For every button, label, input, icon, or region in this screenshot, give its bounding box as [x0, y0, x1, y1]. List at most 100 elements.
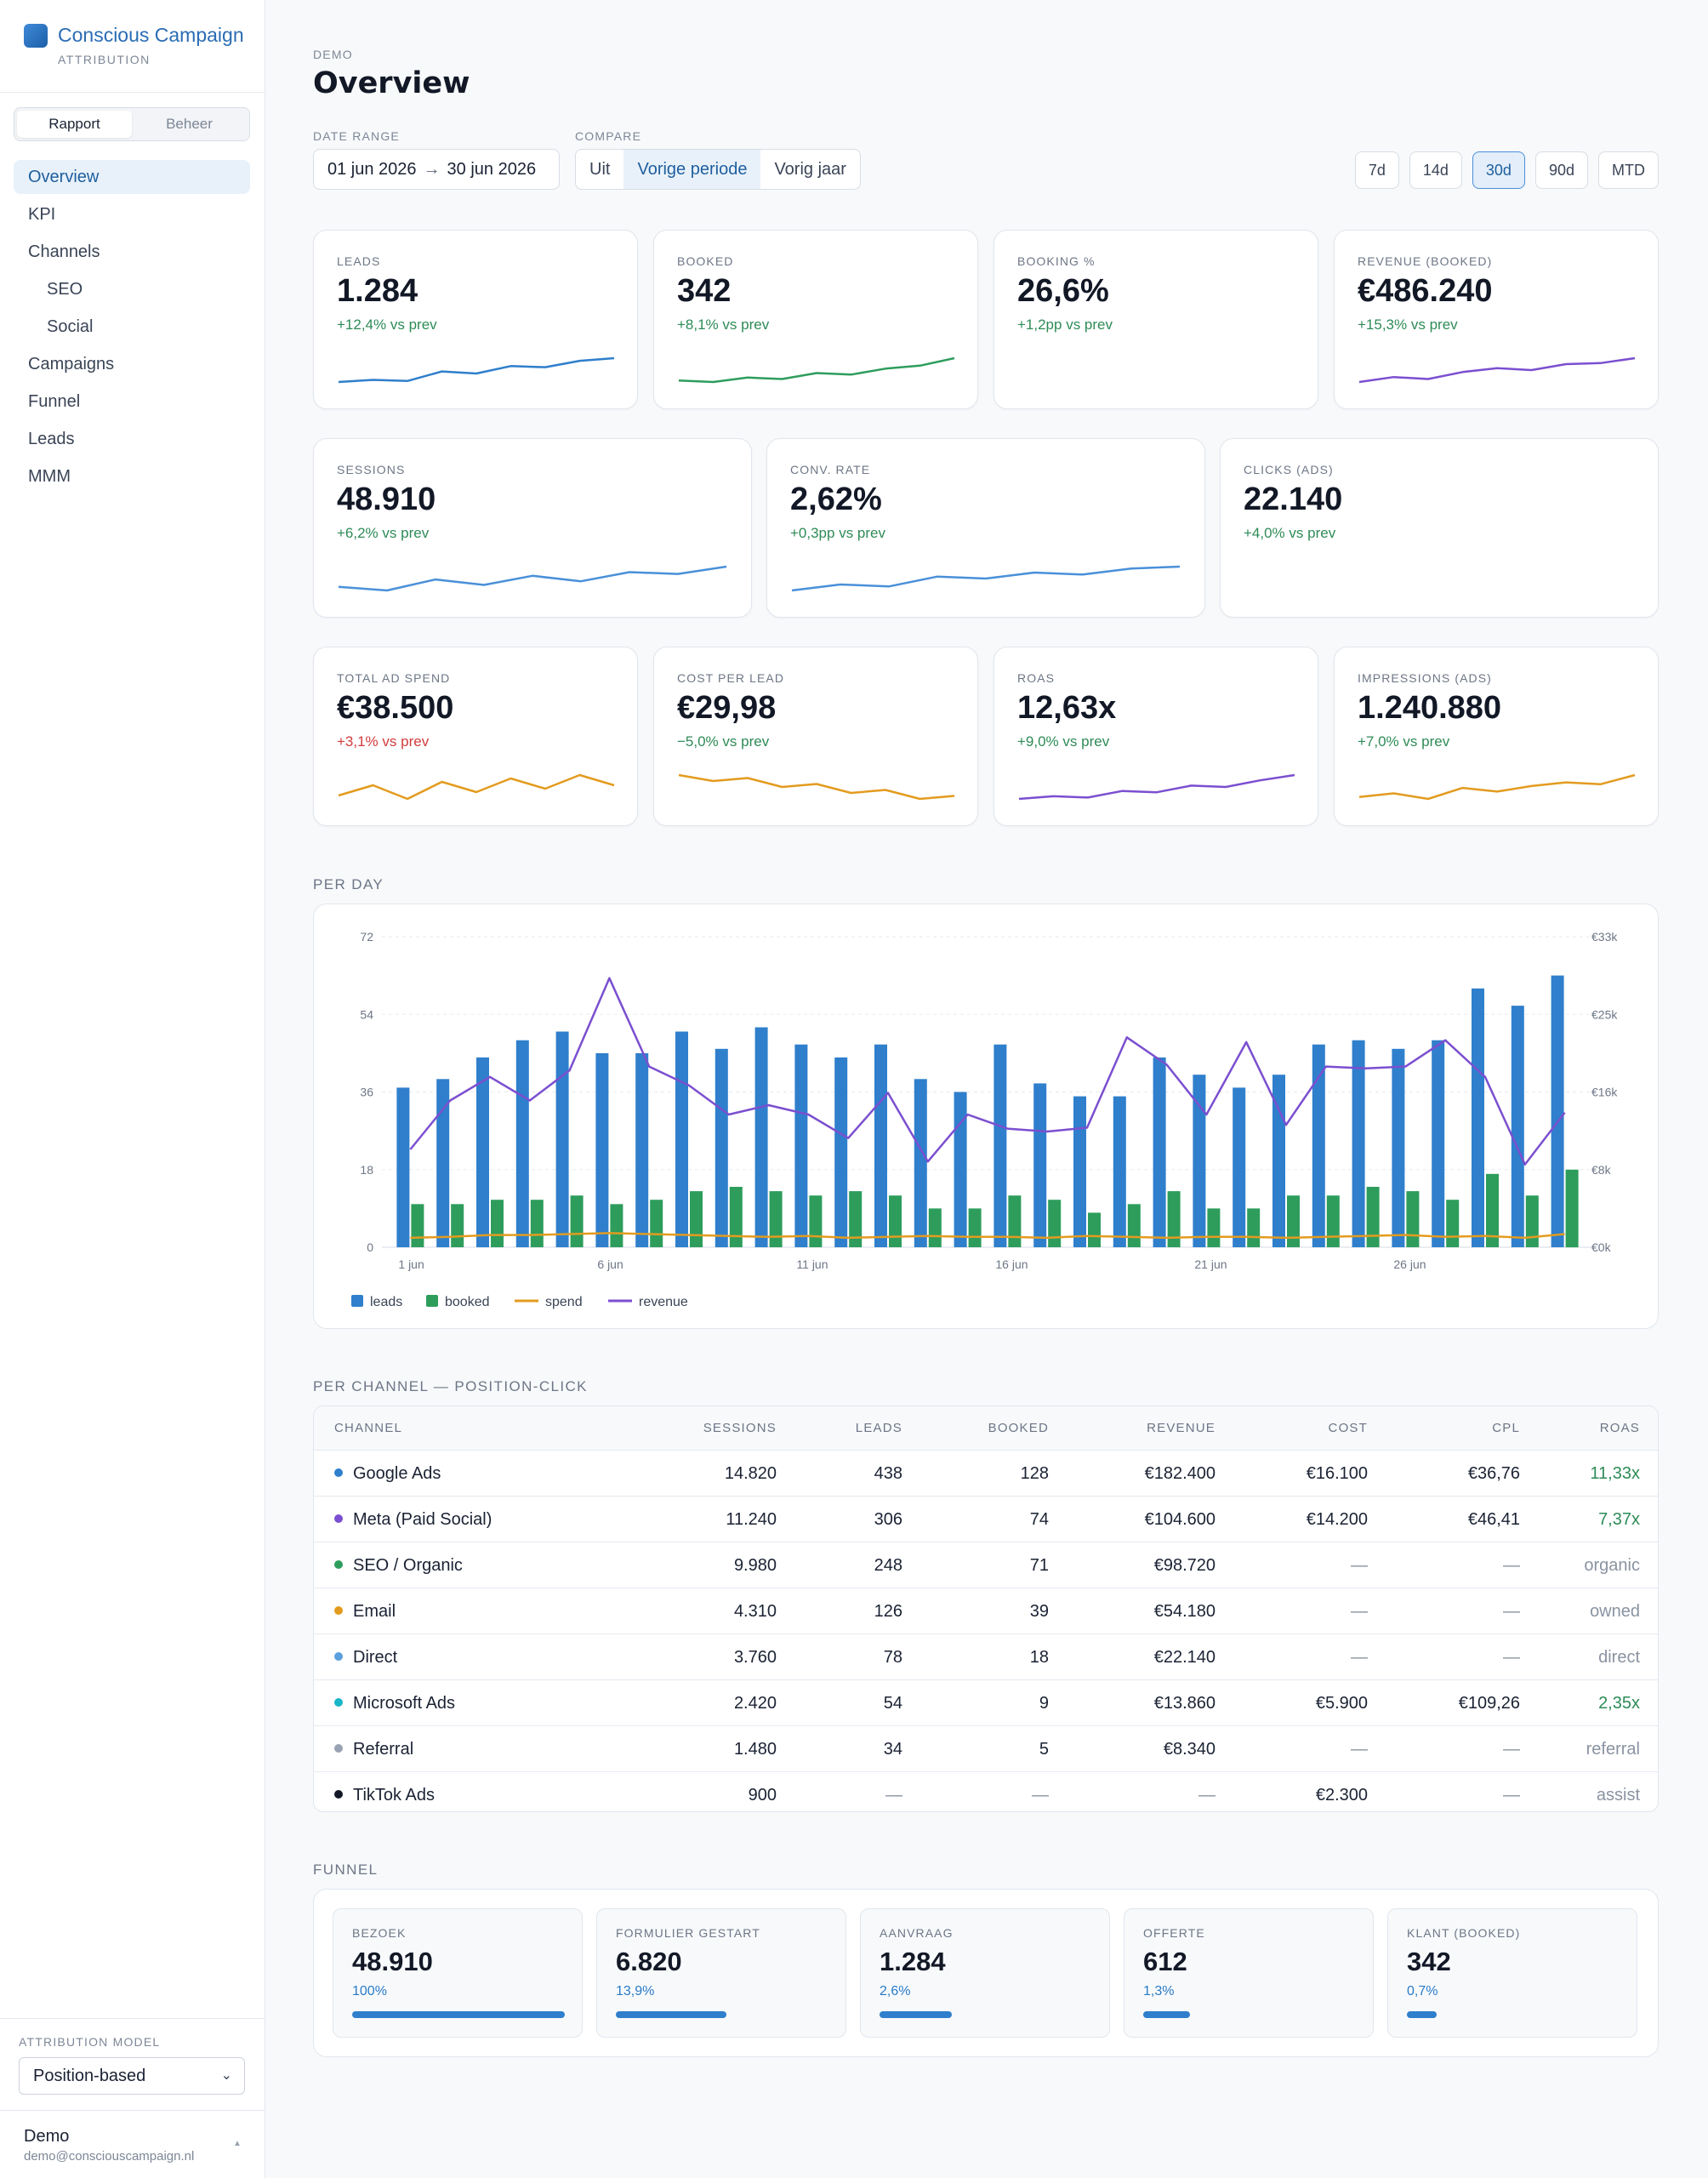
- leads-cell: —: [885, 1786, 902, 1805]
- channel-color-dot: [334, 1606, 343, 1615]
- date-range-picker[interactable]: 01 jun 2026 → 30 jun 2026: [313, 149, 560, 190]
- bar-leads: [396, 1087, 410, 1247]
- range-7d-button[interactable]: 7d: [1354, 151, 1399, 189]
- kpi-value: 342: [677, 273, 732, 309]
- kpi-label: TOTAL AD SPEND: [337, 671, 451, 685]
- tab-beheer[interactable]: Beheer: [166, 116, 213, 132]
- kpi-delta: +6,2% vs prev: [337, 525, 430, 541]
- bar-leads: [1113, 1096, 1126, 1247]
- table-row[interactable]: Microsoft Ads 2.420 54 9 €13.860 €5.900 €109,2…: [314, 1680, 1658, 1726]
- bar-booked: [928, 1208, 942, 1247]
- channel-name: Direct: [353, 1648, 398, 1667]
- bar-booked: [809, 1195, 823, 1247]
- revenue-cell: —: [1198, 1786, 1216, 1805]
- range-30d-button[interactable]: 30d: [1472, 151, 1525, 189]
- table-row[interactable]: Referral 1.480 34 5 €8.340 — — referral: [314, 1726, 1658, 1772]
- range-90d-button[interactable]: 90d: [1534, 151, 1588, 189]
- table-row[interactable]: Direct 3.760 78 18 €22.140 — — direct: [314, 1634, 1658, 1680]
- bar-booked: [1088, 1212, 1101, 1247]
- page-title: Overview: [313, 66, 470, 100]
- funnel-step-value: 1.284: [880, 1947, 946, 1976]
- y-right-tick-label: €25k: [1591, 1007, 1618, 1021]
- channel-cell: Referral: [334, 1726, 413, 1772]
- bar-booked: [610, 1204, 623, 1247]
- leads-cell: 54: [883, 1694, 902, 1713]
- funnel-step-percent: 2,6%: [880, 1984, 911, 1998]
- kpi-value: 22.140: [1244, 482, 1343, 517]
- booked-cell: 71: [1029, 1556, 1049, 1575]
- table-row[interactable]: Google Ads 14.820 438 128 €182.400 €16.100 €36…: [314, 1451, 1658, 1497]
- sidebar-item-funnel[interactable]: Funnel: [28, 392, 81, 411]
- compare-option-off[interactable]: Uit: [589, 160, 611, 179]
- bar-leads: [1432, 1040, 1445, 1247]
- compare-option-previous-period[interactable]: Vorige periode: [623, 150, 761, 189]
- bar-leads: [754, 1027, 768, 1247]
- sidebar-item-social[interactable]: Social: [47, 317, 94, 336]
- bar-booked: [1167, 1191, 1181, 1247]
- compare-option-previous-year[interactable]: Vorig jaar: [774, 160, 846, 179]
- table-row[interactable]: TikTok Ads 900 — — — €2.300 — assist: [314, 1772, 1658, 1811]
- funnel-card: BEZOEK 48.910 100% FORMULIER GESTART 6.820 13…: [313, 1889, 1659, 2057]
- kpi-label: BOOKING %: [1017, 254, 1096, 268]
- sidebar-item-mmm[interactable]: MMM: [28, 467, 71, 486]
- table-row[interactable]: SEO / Organic 9.980 248 71 €98.720 — — organic: [314, 1542, 1658, 1588]
- kpi-card-ad-spend: TOTAL AD SPEND €38.500 +3,1% vs prev: [313, 647, 638, 826]
- attribution-model-select[interactable]: Position-based ⌄: [19, 2057, 245, 2095]
- sidebar-item-leads[interactable]: Leads: [28, 430, 75, 448]
- leads-cell: 438: [874, 1464, 902, 1483]
- funnel-step-percent: 13,9%: [616, 1984, 655, 1998]
- funnel-step-value: 6.820: [616, 1947, 682, 1976]
- bar-booked: [889, 1195, 902, 1247]
- divider: [0, 2018, 265, 2019]
- range-14d-button[interactable]: 14d: [1409, 151, 1462, 189]
- table-row[interactable]: Email 4.310 126 39 €54.180 — — owned: [314, 1588, 1658, 1634]
- funnel-step-label: FORMULIER GESTART: [616, 1926, 760, 1940]
- column-header[interactable]: COST: [1328, 1421, 1368, 1435]
- booked-cell: 9: [1039, 1694, 1049, 1713]
- arrow-right-icon: →: [423, 160, 441, 179]
- booked-cell: —: [1032, 1786, 1049, 1805]
- funnel-step-bar: [352, 2011, 565, 2018]
- kpi-label: CONV. RATE: [790, 463, 871, 476]
- channel-color-dot: [334, 1744, 343, 1753]
- y-left-tick-label: 54: [360, 1007, 373, 1021]
- kpi-card-roas: ROAS 12,63x +9,0% vs prev: [993, 647, 1318, 826]
- revenue-cell: €22.140: [1153, 1648, 1216, 1667]
- sidebar-item-kpi[interactable]: KPI: [28, 205, 56, 224]
- cost-cell: —: [1351, 1648, 1368, 1667]
- cost-cell: —: [1351, 1556, 1368, 1575]
- bar-leads: [1511, 1006, 1524, 1247]
- column-header[interactable]: REVENUE: [1147, 1421, 1216, 1435]
- bar-booked: [491, 1200, 504, 1247]
- cost-cell: €16.100: [1306, 1464, 1368, 1483]
- kpi-label: REVENUE (BOOKED): [1358, 254, 1493, 268]
- bar-leads: [1392, 1048, 1405, 1247]
- y-left-tick-label: 72: [360, 930, 373, 944]
- table-row[interactable]: Meta (Paid Social) 11.240 306 74 €104.600 €14…: [314, 1497, 1658, 1542]
- sidebar-item-seo[interactable]: SEO: [47, 280, 83, 299]
- funnel-step: AANVRAAG 1.284 2,6%: [860, 1908, 1110, 2038]
- sidebar-item-campaigns[interactable]: Campaigns: [28, 355, 115, 373]
- column-header[interactable]: SESSIONS: [703, 1421, 777, 1435]
- user-name[interactable]: Demo: [24, 2127, 70, 2146]
- sidebar-item-channels[interactable]: Channels: [28, 242, 100, 261]
- range-mtd-button[interactable]: MTD: [1598, 151, 1659, 189]
- kpi-sparkline: [678, 356, 955, 384]
- x-tick-label: 16 jun: [995, 1257, 1028, 1271]
- y-right-tick-label: €33k: [1591, 930, 1618, 944]
- funnel-step-value: 48.910: [352, 1947, 433, 1976]
- attribution-model-label: ATTRIBUTION MODEL: [19, 2035, 161, 2049]
- sidebar-item-overview[interactable]: Overview: [14, 160, 250, 194]
- tab-rapport[interactable]: Rapport: [17, 111, 132, 138]
- channel-color-dot: [334, 1652, 343, 1661]
- bar-leads: [715, 1048, 728, 1247]
- column-header[interactable]: ROAS: [1599, 1421, 1640, 1435]
- bar-booked: [1127, 1204, 1141, 1247]
- column-header[interactable]: CHANNEL: [334, 1421, 403, 1435]
- column-header[interactable]: LEADS: [855, 1421, 902, 1435]
- caret-up-icon[interactable]: ▲: [233, 2139, 242, 2148]
- column-header[interactable]: BOOKED: [988, 1421, 1049, 1435]
- column-header[interactable]: CPL: [1492, 1421, 1520, 1435]
- channel-cell: SEO / Organic: [334, 1542, 463, 1588]
- kpi-card-conversion-rate: CONV. RATE 2,62% +0,3pp vs prev: [766, 438, 1205, 618]
